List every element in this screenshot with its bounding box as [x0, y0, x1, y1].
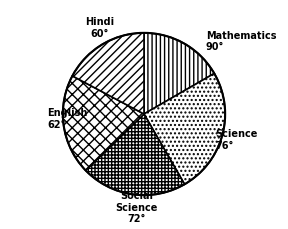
Wedge shape: [63, 76, 144, 171]
Text: Science
76°: Science 76°: [215, 129, 258, 150]
Text: English
62°: English 62°: [48, 108, 88, 129]
Text: Social
Science
72°: Social Science 72°: [115, 190, 158, 223]
Wedge shape: [72, 34, 144, 114]
Text: Mathematics
90°: Mathematics 90°: [206, 31, 276, 52]
Wedge shape: [144, 34, 214, 114]
Text: Hindi
60°: Hindi 60°: [85, 17, 114, 39]
Wedge shape: [86, 114, 185, 195]
Wedge shape: [144, 74, 225, 185]
